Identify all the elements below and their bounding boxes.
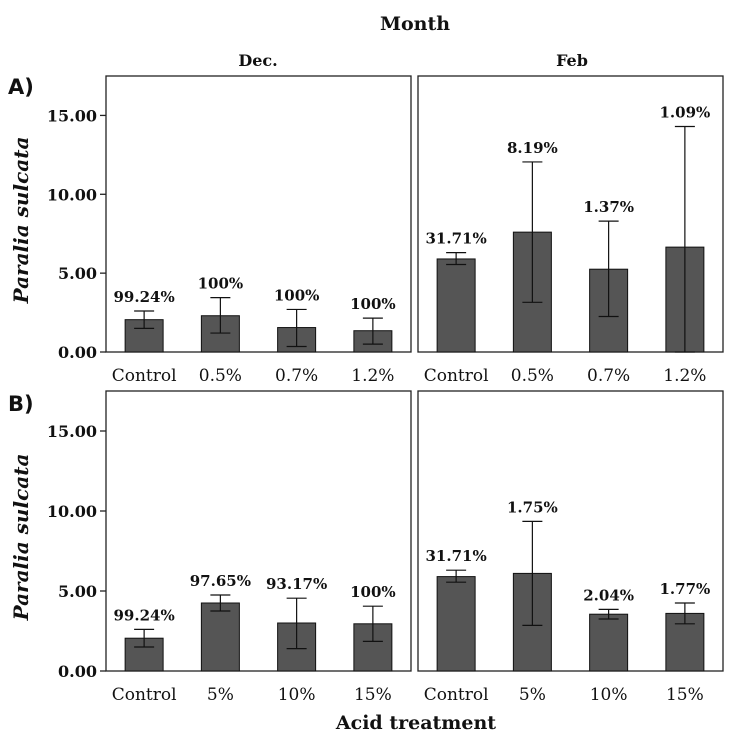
- x-tick-label: 5%: [519, 685, 546, 705]
- y-tick-label: 0.00: [58, 343, 97, 362]
- x-tick-label: 0.5%: [199, 366, 242, 386]
- data-label: 1.37%: [583, 198, 634, 216]
- x-tick-label: 1.2%: [351, 366, 394, 386]
- x-tick-label: Control: [424, 685, 489, 705]
- y-tick-label: 0.00: [58, 662, 97, 681]
- column-label-dec: Dec.: [238, 51, 277, 70]
- bar: [200, 602, 240, 672]
- chart-panel-a-dec: 0.00 5.00 10.00 15.00 Paralia sulcata 99.24% C…: [9, 75, 412, 386]
- x-tick-label: 10%: [278, 685, 316, 705]
- x-tick-label: 0.7%: [275, 366, 318, 386]
- data-label: 1.77%: [659, 580, 710, 598]
- data-label: 8.19%: [507, 139, 558, 157]
- data-label: 99.24%: [114, 606, 175, 624]
- data-label: 1.09%: [659, 103, 710, 121]
- data-label: 100%: [350, 295, 396, 313]
- row-label-a: A): [8, 75, 34, 99]
- y-tick-label: 5.00: [58, 582, 97, 601]
- x-tick-label: 1.2%: [663, 366, 706, 386]
- y-tick-label: 10.00: [47, 185, 97, 204]
- panels: 0.00 5.00 10.00 15.00 Paralia sulcata 99.24% C…: [9, 75, 724, 705]
- data-label: 31.71%: [426, 230, 487, 248]
- chart-panel-a-feb: 31.71% Control 8.19% 0.5% 1.37% 0.7% 1.09% 1.2%: [417, 75, 724, 386]
- y-axis-label: Paralia sulcata: [9, 137, 33, 305]
- x-tick-label: 15%: [666, 685, 704, 705]
- y-tick-label: 15.00: [47, 422, 97, 441]
- data-label: 100%: [350, 583, 396, 601]
- y-tick-label: 15.00: [47, 106, 97, 125]
- x-tick-label: 0.5%: [511, 366, 554, 386]
- column-label-feb: Feb: [556, 51, 588, 70]
- y-tick-label: 10.00: [47, 502, 97, 521]
- bar: [589, 613, 629, 672]
- data-label: 100%: [274, 286, 320, 304]
- data-label: 99.24%: [114, 288, 175, 306]
- data-label: 31.71%: [426, 547, 487, 565]
- x-axis-label: Acid treatment: [335, 712, 496, 734]
- chart-panel-b-feb: 31.71% Control 1.75% 5% 2.04% 10% 1.77% 15%: [417, 390, 724, 705]
- bar: [436, 576, 476, 672]
- y-tick-label: 5.00: [58, 264, 97, 283]
- chart-panel-b-dec: 0.00 5.00 10.00 15.00 Paralia sulcata 99.24% C…: [9, 390, 412, 705]
- row-label-b: B): [8, 392, 34, 416]
- data-label: 1.75%: [507, 498, 558, 516]
- x-tick-label: 15%: [354, 685, 392, 705]
- x-tick-label: Control: [424, 366, 489, 386]
- bar: [436, 258, 476, 353]
- data-label: 2.04%: [583, 586, 634, 604]
- month-label: Month: [380, 13, 450, 35]
- data-label: 93.17%: [266, 575, 327, 593]
- panel-frame: [417, 75, 724, 353]
- x-tick-label: 10%: [590, 685, 628, 705]
- data-label: 97.65%: [190, 572, 251, 590]
- panel-frame: [105, 75, 412, 353]
- x-tick-label: 0.7%: [587, 366, 630, 386]
- x-tick-label: Control: [112, 685, 177, 705]
- x-tick-label: 5%: [207, 685, 234, 705]
- panel-frame: [105, 390, 412, 672]
- x-tick-label: Control: [112, 366, 177, 386]
- panel-frame: [417, 390, 724, 672]
- y-axis-label: Paralia sulcata: [9, 454, 33, 622]
- data-label: 100%: [198, 275, 244, 293]
